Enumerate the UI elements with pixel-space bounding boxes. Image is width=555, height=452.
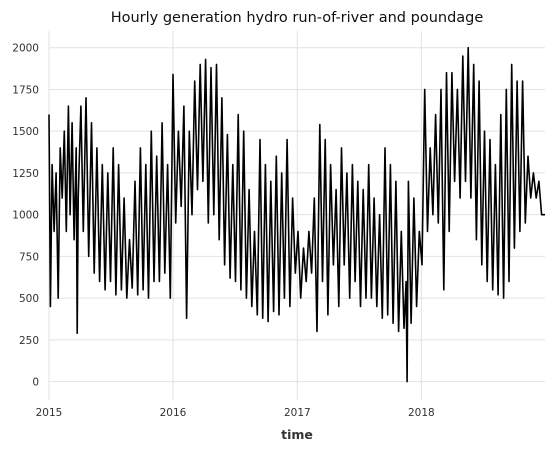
chart-title: Hourly generation hydro run-of-river and… bbox=[111, 10, 484, 26]
x-tick-label: 2016 bbox=[160, 407, 187, 419]
y-tick-label: 750 bbox=[19, 251, 39, 263]
y-tick-label: 1750 bbox=[12, 84, 39, 96]
y-tick-label: 1500 bbox=[12, 126, 39, 138]
series-line bbox=[48, 46, 545, 383]
x-tick-label: 2017 bbox=[284, 407, 311, 419]
series-line-group bbox=[48, 46, 545, 383]
y-tick-label: 1000 bbox=[12, 210, 39, 222]
tick-labels: 0 250 500 750 1000 1250 1500 1750 2000 2015 2016 20… bbox=[12, 43, 434, 419]
y-tick-label: 2000 bbox=[12, 43, 39, 55]
x-tick-label: 2015 bbox=[36, 407, 63, 419]
x-tick-label: 2018 bbox=[408, 407, 435, 419]
y-tick-label: 1250 bbox=[12, 168, 39, 180]
x-axis-label: time bbox=[281, 427, 313, 442]
y-tick-label: 0 bbox=[32, 377, 39, 389]
y-tick-label: 500 bbox=[19, 293, 39, 305]
y-tick-label: 250 bbox=[19, 335, 39, 347]
